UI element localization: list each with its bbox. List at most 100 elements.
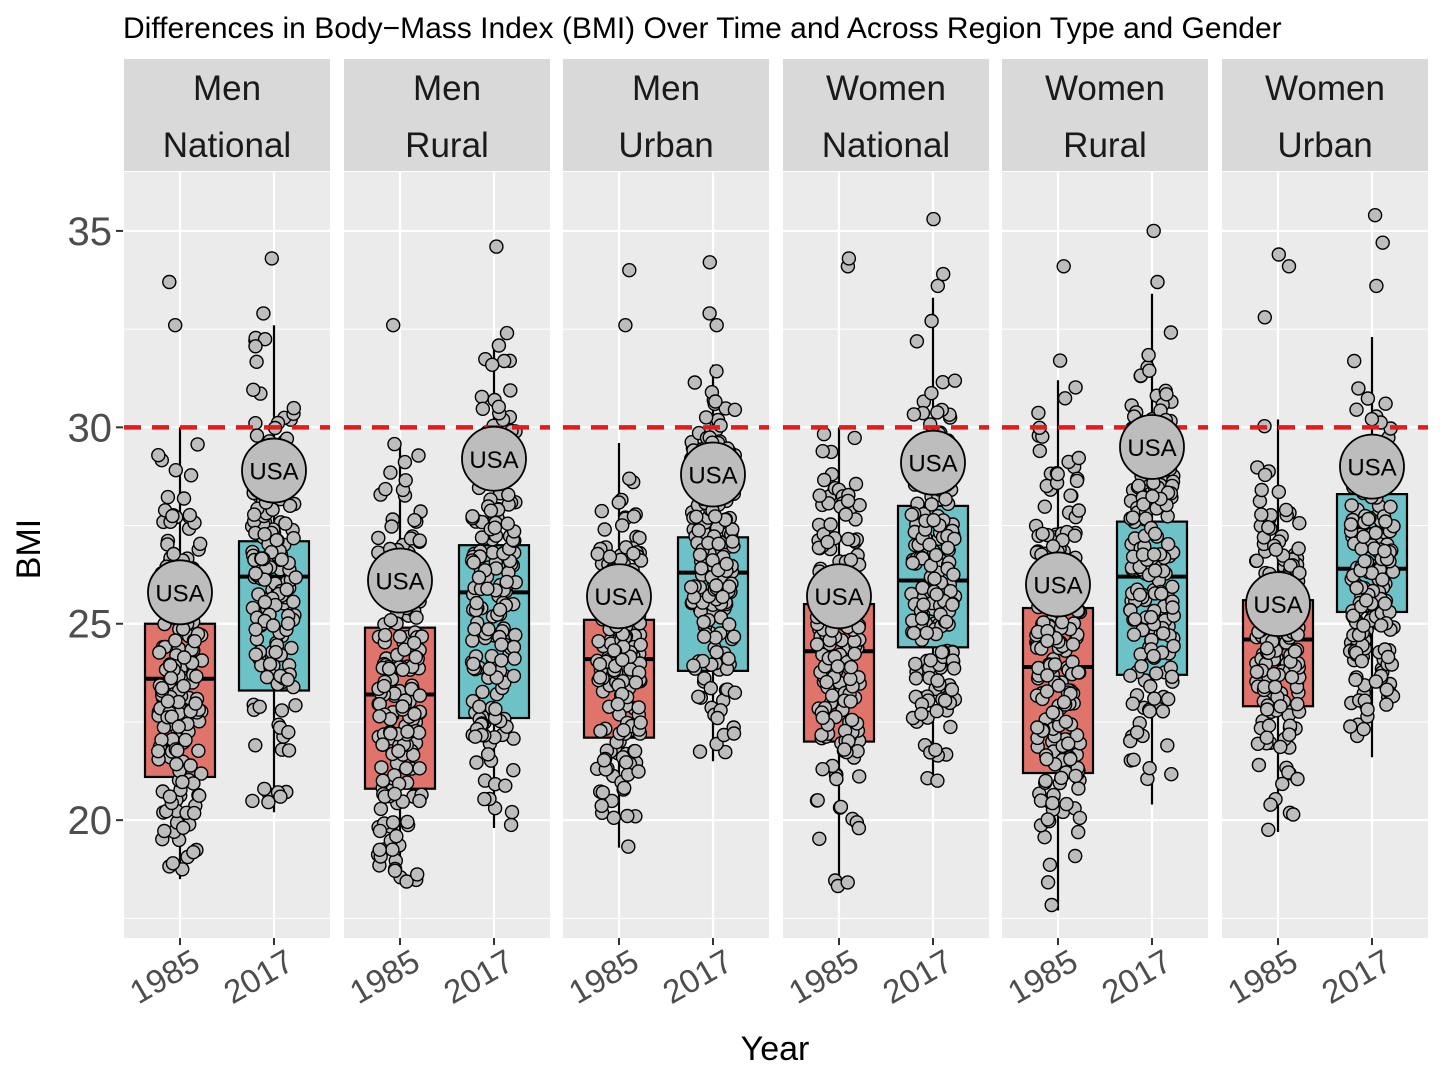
data-point (1031, 405, 1046, 421)
data-point (1067, 528, 1083, 543)
data-point (400, 724, 415, 739)
y-tick-label: 25 (68, 603, 113, 647)
data-point (1254, 507, 1269, 522)
data-point (698, 410, 714, 425)
data-point (1030, 720, 1045, 735)
facet-strip-region: Urban (618, 126, 713, 165)
data-point (1354, 541, 1369, 556)
data-point (626, 546, 641, 561)
data-point (848, 476, 864, 492)
data-point (939, 614, 954, 629)
data-point (696, 629, 712, 644)
usa-circle (241, 437, 307, 504)
data-point (1285, 807, 1301, 822)
data-point (372, 842, 387, 857)
data-point (1268, 542, 1284, 557)
y-tick-label: 30 (68, 406, 113, 450)
data-point (281, 743, 297, 758)
data-point (930, 673, 945, 688)
data-point (590, 546, 605, 562)
data-point (407, 513, 422, 528)
data-point (1281, 727, 1297, 742)
data-point (154, 681, 170, 696)
data-point (1063, 751, 1078, 767)
data-point (1155, 704, 1171, 719)
data-point (825, 688, 840, 703)
data-point (916, 597, 931, 612)
data-point (1259, 641, 1275, 656)
usa-circle (586, 563, 652, 630)
data-point (633, 637, 648, 652)
usa-circle (1025, 551, 1091, 618)
data-point (1160, 691, 1176, 707)
x-axis-title: Year (741, 1030, 810, 1068)
data-point (1147, 563, 1163, 578)
data-point (175, 820, 191, 835)
facet-strip-sex: Women (1045, 69, 1165, 108)
data-point (1379, 682, 1395, 697)
data-point (467, 622, 482, 637)
usa-marker: USA (900, 429, 966, 496)
data-point (286, 594, 301, 609)
outlier-point (1271, 247, 1287, 262)
data-point (1348, 672, 1363, 687)
data-point (815, 710, 830, 725)
outlier-point (930, 278, 945, 294)
data-point (1344, 498, 1359, 513)
data-point (847, 430, 862, 446)
data-point (1042, 857, 1058, 872)
usa-circle (680, 441, 746, 508)
data-point (1349, 402, 1364, 417)
data-point (847, 646, 862, 661)
data-point (914, 706, 929, 722)
data-point (631, 700, 646, 715)
data-point (809, 637, 825, 652)
usa-circle (1245, 571, 1311, 638)
outlier-point (1052, 353, 1068, 368)
data-point (488, 701, 503, 717)
facet-strip-region: National (163, 126, 291, 165)
data-point (696, 614, 711, 630)
usa-circle (367, 547, 433, 614)
data-point (1266, 666, 1282, 682)
usa-label: USA (688, 462, 737, 489)
data-point (923, 653, 938, 668)
data-point (262, 656, 278, 672)
outlier-point (386, 318, 401, 333)
data-point (1038, 773, 1053, 789)
data-point (165, 508, 180, 524)
outlier-point (702, 306, 717, 321)
data-point (480, 747, 496, 762)
data-point (1345, 608, 1361, 623)
data-point (1051, 678, 1066, 693)
data-point (481, 622, 496, 637)
data-point (927, 571, 942, 586)
data-point (468, 729, 483, 744)
data-point (924, 386, 939, 401)
data-point (1254, 482, 1269, 498)
data-point (1129, 725, 1145, 740)
data-point (1375, 572, 1390, 587)
data-point (934, 645, 950, 660)
data-point (1155, 626, 1171, 641)
data-point (1125, 696, 1141, 711)
data-point (905, 555, 920, 571)
data-point (387, 786, 402, 802)
data-point (1368, 674, 1384, 689)
usa-marker: USA (1339, 433, 1405, 500)
data-point (407, 706, 422, 722)
jitter-points (150, 274, 210, 877)
data-point (1154, 586, 1169, 601)
data-point (620, 808, 635, 824)
data-point (257, 781, 272, 797)
data-point (280, 616, 296, 631)
data-point (266, 618, 281, 633)
data-point (687, 375, 702, 390)
data-point (499, 574, 514, 590)
data-point (615, 652, 630, 668)
usa-marker: USA (1025, 551, 1091, 618)
data-point (840, 875, 855, 890)
data-point (703, 681, 718, 696)
data-point (930, 773, 945, 788)
outlier-point (622, 263, 637, 278)
